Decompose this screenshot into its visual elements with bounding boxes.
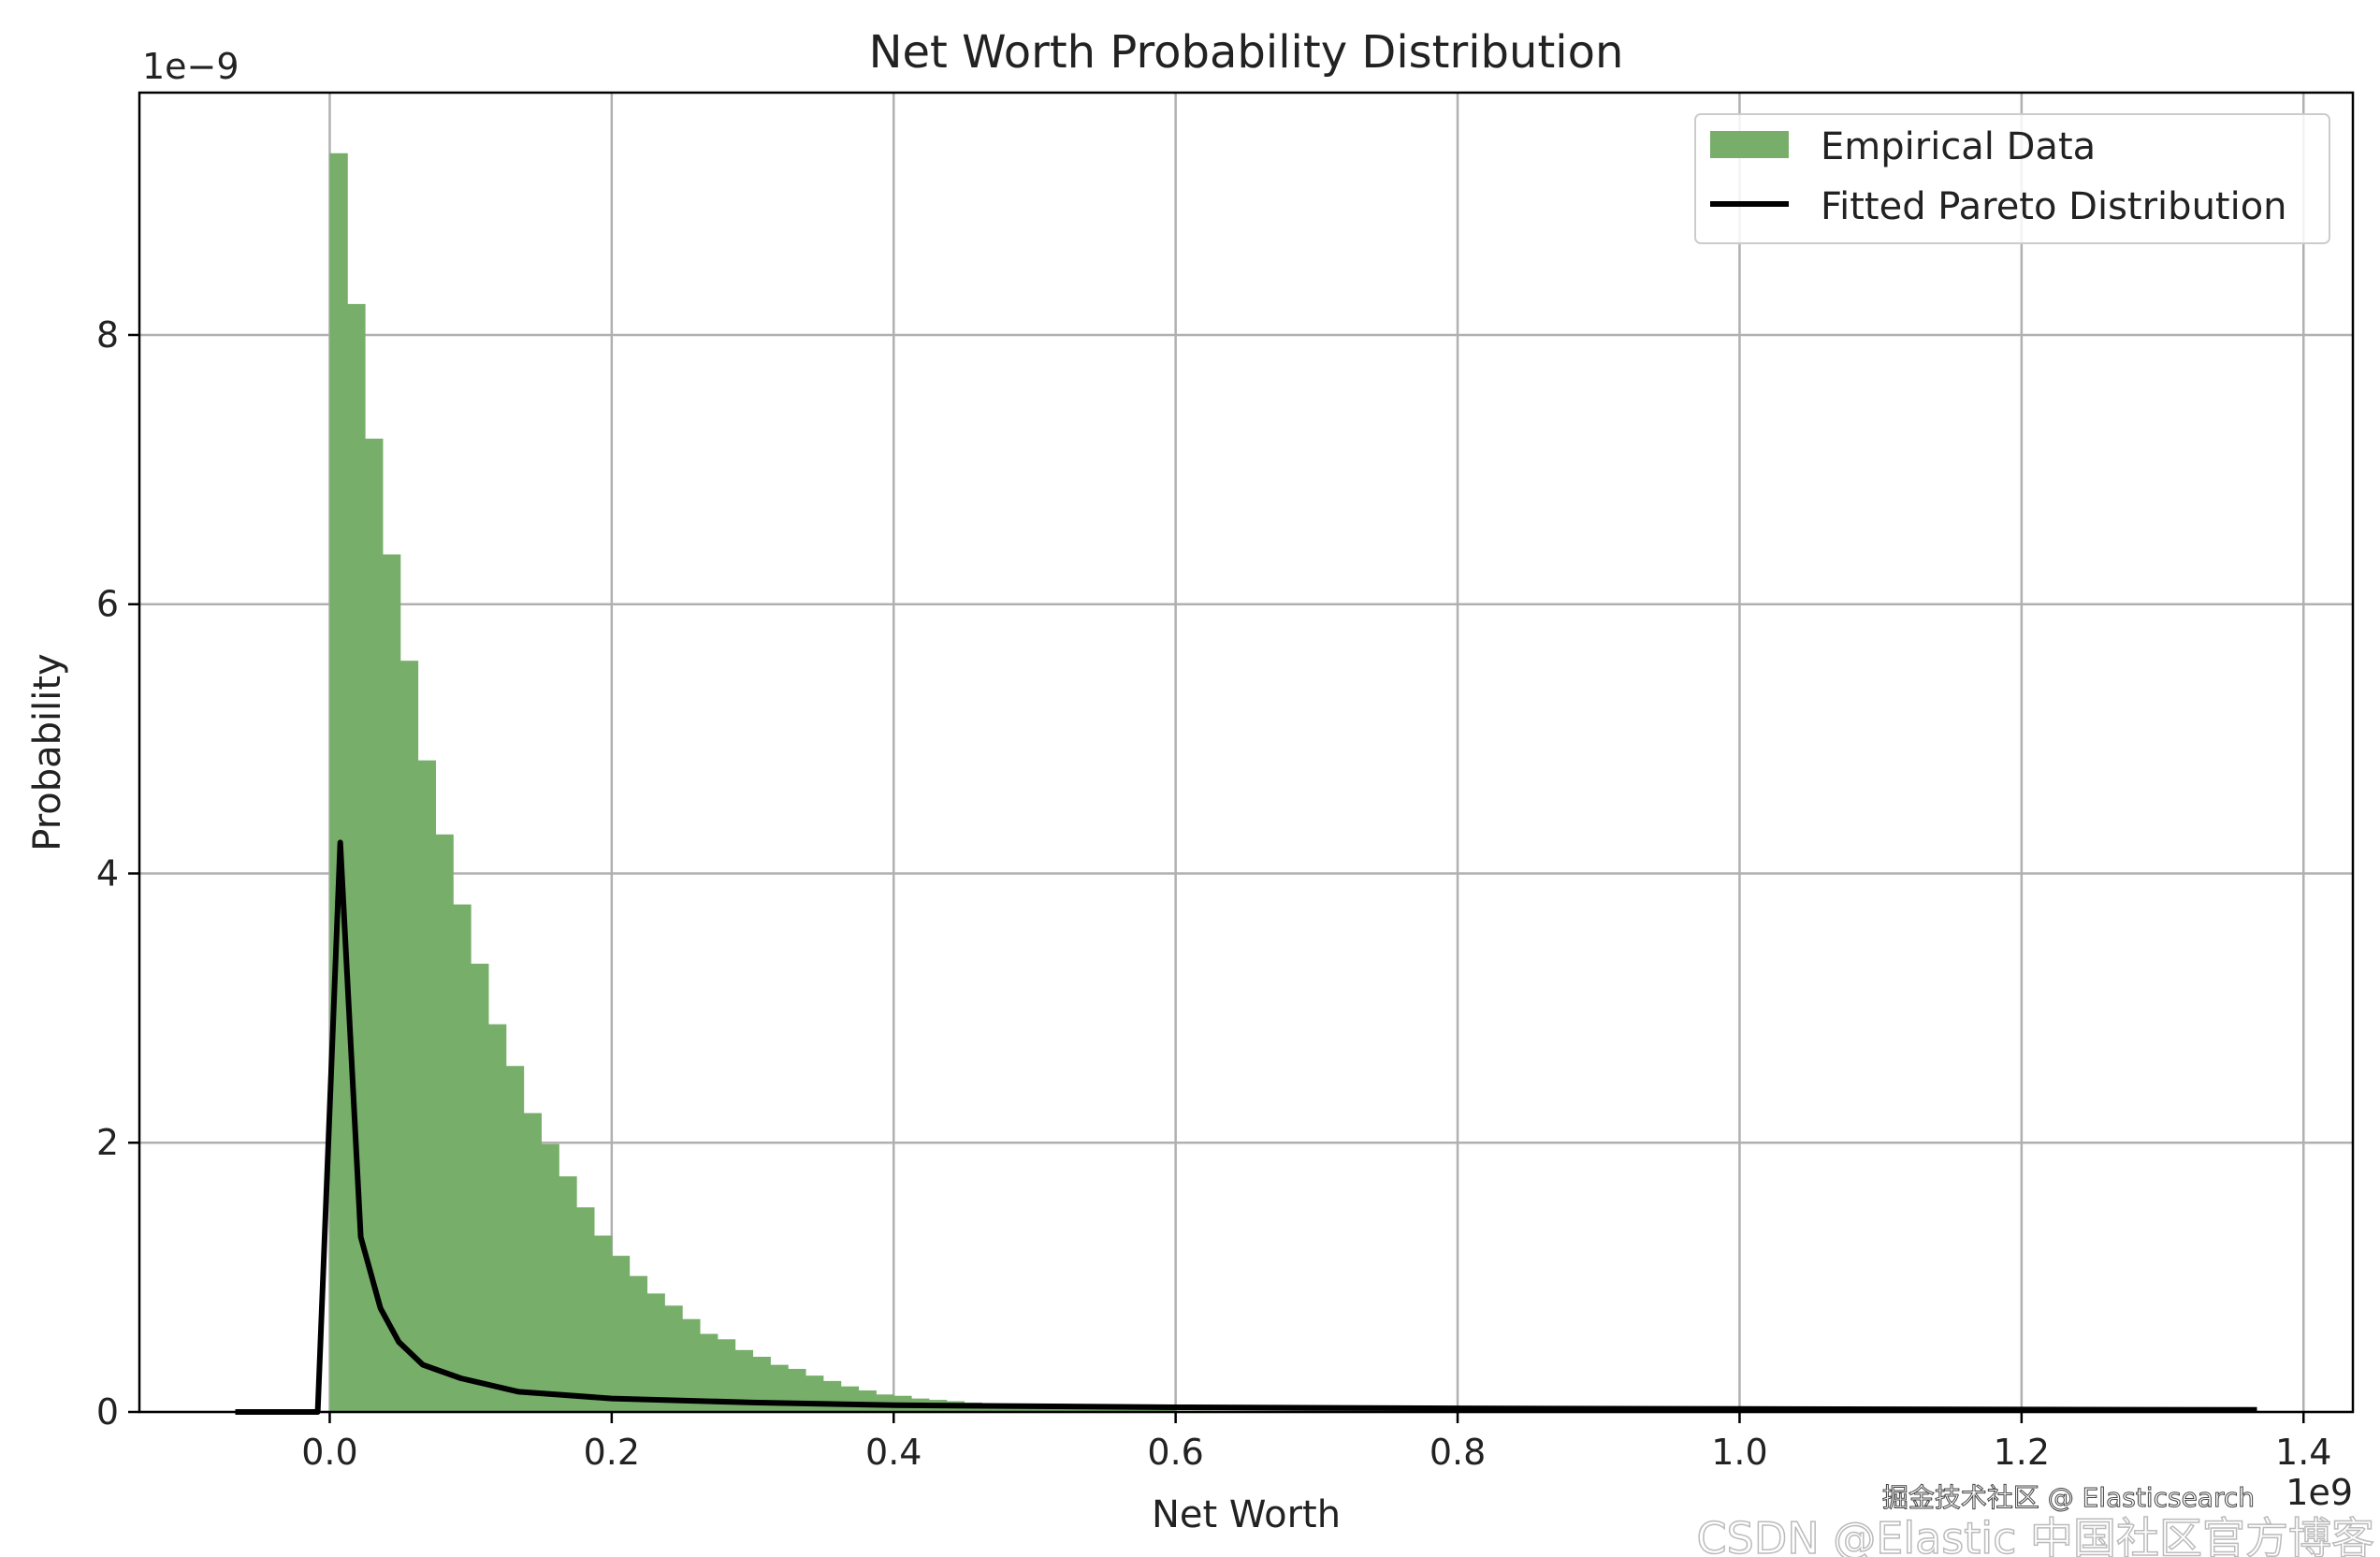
legend-label-empirical: Empirical Data [1821, 125, 2096, 168]
histogram-bar [435, 834, 454, 1412]
histogram-bar [594, 1235, 613, 1412]
x-offset-label: 1e9 [2286, 1472, 2353, 1513]
histogram-bar [734, 1349, 754, 1412]
histogram-bars [329, 153, 1212, 1413]
watermark-juejin: 掘金技术社区 @ Elasticsearch [1882, 1482, 2255, 1513]
y-tick-label: 6 [96, 584, 119, 625]
y-ticks: 0 2 4 6 8 [96, 314, 139, 1433]
x-tick-label: 0.0 [301, 1432, 357, 1473]
histogram-bar [1069, 1407, 1088, 1412]
histogram-bar [523, 1113, 542, 1412]
histogram-bar [541, 1143, 559, 1412]
histogram-bar [646, 1293, 665, 1412]
histogram-bar [1123, 1409, 1141, 1412]
histogram-bar [399, 661, 419, 1412]
histogram-bar [487, 1024, 507, 1412]
y-axis-label: Probability [26, 653, 69, 851]
y-tick-label: 0 [96, 1391, 119, 1433]
x-tick-label: 1.4 [2275, 1432, 2331, 1473]
x-tick-label: 1.2 [1994, 1432, 2050, 1473]
x-axis-label: Net Worth [1152, 1493, 1341, 1536]
histogram-bar [752, 1357, 771, 1412]
histogram-bar [858, 1390, 877, 1412]
histogram-bar [382, 554, 401, 1412]
histogram-bar [717, 1339, 736, 1412]
histogram-bar [1139, 1409, 1159, 1412]
histogram-bar [329, 153, 348, 1413]
histogram-bar [682, 1318, 701, 1412]
y-tick-label: 4 [96, 852, 119, 894]
chart-title: Net Worth Probability Distribution [869, 26, 1624, 79]
histogram-bar [347, 303, 366, 1413]
x-tick-label: 0.8 [1429, 1432, 1486, 1473]
pareto-fit-line [235, 839, 2257, 1415]
histogram-bar [1052, 1406, 1071, 1412]
legend-label-pareto: Fitted Pareto Distribution [1821, 185, 2287, 228]
x-tick-label: 1.0 [1711, 1432, 1767, 1473]
y-tick-label: 8 [96, 314, 119, 356]
histogram-bar [505, 1066, 525, 1412]
histogram-bar [417, 760, 436, 1412]
x-tick-label: 0.2 [584, 1432, 640, 1473]
histogram-bar [1034, 1406, 1053, 1412]
watermark-csdn: CSDN @Elastic 中国社区官方博客 [1697, 1513, 2375, 1557]
histogram-bar [559, 1176, 577, 1412]
histogram-bar [822, 1380, 842, 1412]
histogram-bar [840, 1386, 860, 1412]
histogram-bar [611, 1256, 631, 1412]
x-ticks: 0.0 0.2 0.4 0.6 0.8 1.0 1.2 1.4 [301, 1412, 2331, 1473]
legend: Empirical Data Fitted Pareto Distributio… [1694, 113, 2330, 244]
histogram-bar [1105, 1409, 1124, 1412]
histogram-bar [453, 904, 472, 1412]
plot-frame [138, 91, 2355, 1414]
x-tick-label: 0.4 [865, 1432, 922, 1473]
histogram-bar [1087, 1407, 1106, 1412]
x-tick-label: 0.6 [1147, 1432, 1203, 1473]
y-offset-label: 1e−9 [142, 46, 239, 87]
legend-swatch-empirical [1710, 131, 1789, 158]
histogram-bar [471, 963, 489, 1412]
histogram-bar [365, 438, 384, 1412]
y-tick-label: 2 [96, 1122, 119, 1163]
histogram-bar [629, 1275, 648, 1412]
histogram-bar [700, 1333, 718, 1412]
histogram-bar [664, 1305, 683, 1412]
legend-box [1694, 113, 2330, 244]
histogram-bar [576, 1207, 595, 1412]
histogram-bar [1157, 1409, 1177, 1412]
